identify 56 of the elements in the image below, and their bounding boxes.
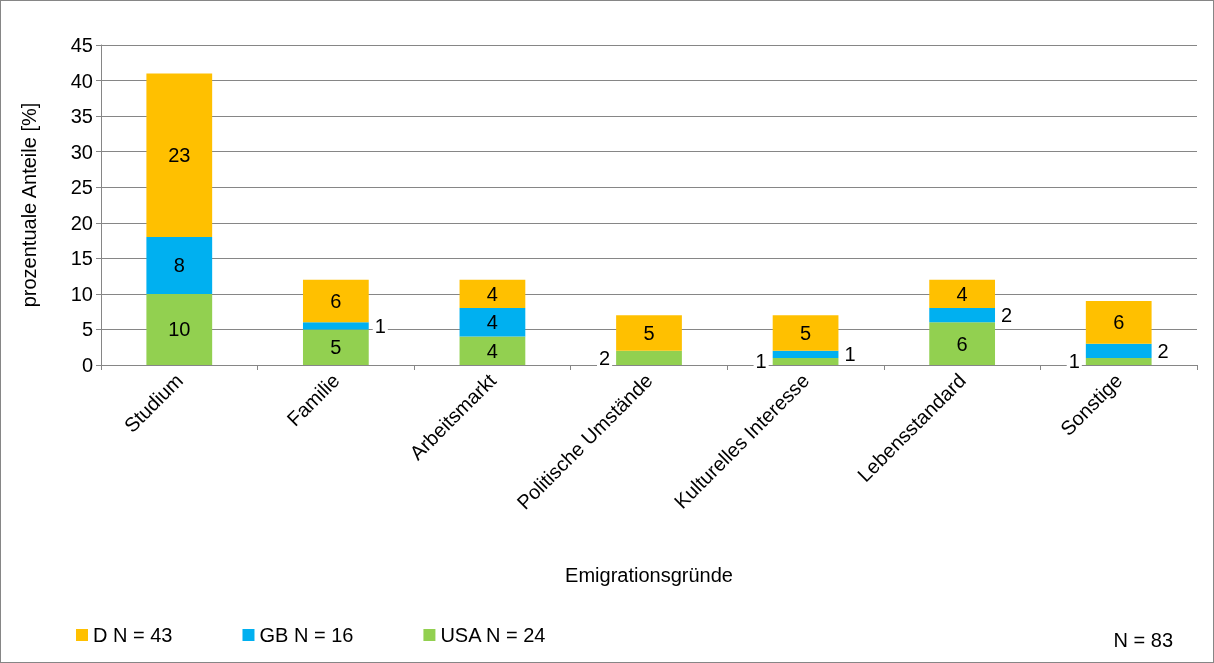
data-label: 2 (1001, 304, 1013, 327)
y-tick-label: 45 (70, 34, 93, 56)
bar (772, 357, 839, 365)
bar (146, 237, 213, 294)
bar (146, 293, 213, 365)
data-label: 5 (800, 322, 812, 344)
y-tick-label: 10 (70, 282, 93, 305)
y-tick-label: 25 (70, 176, 93, 199)
data-label: 1 (844, 343, 856, 366)
bar (1085, 343, 1152, 358)
y-axis-title: prozentuale Anteile [%] (18, 102, 40, 308)
y-tick-label: 35 (70, 105, 93, 128)
bar (1085, 301, 1152, 344)
text: N = 83 (1113, 629, 1173, 651)
data-label: 6 (1113, 311, 1125, 334)
data-label: 5 (643, 322, 655, 344)
bar (302, 329, 369, 365)
legend-label: USA N = 24 (440, 624, 546, 646)
legend-label: D N = 43 (93, 624, 173, 646)
bar (459, 279, 526, 309)
bar (1085, 357, 1152, 365)
bar (146, 73, 213, 237)
data-label: 5 (330, 336, 342, 359)
y-tick-label: 0 (81, 354, 93, 376)
data-label: 1 (374, 314, 386, 337)
data-label: 1 (755, 350, 767, 373)
bar (616, 350, 682, 365)
y-tick-label: 5 (81, 318, 93, 341)
legend-label: GB N = 16 (259, 624, 354, 646)
x-axis-title: Emigrationsgründe (565, 564, 733, 586)
bar (459, 336, 526, 365)
y-tick-label: 30 (70, 140, 93, 163)
data-label: 23 (168, 144, 191, 167)
data-label: 2 (1157, 339, 1169, 362)
data-label: 2 (598, 346, 611, 369)
data-label: 6 (330, 290, 342, 312)
bar (772, 350, 839, 358)
data-label: 10 (168, 318, 191, 341)
y-tick-label: 20 (70, 211, 93, 234)
y-tick-label: 40 (70, 69, 93, 92)
bar (616, 315, 682, 351)
data-label: 4 (486, 282, 498, 305)
data-label: 4 (486, 339, 498, 362)
bar (459, 308, 526, 337)
data-label: 4 (486, 311, 498, 334)
data-label: 4 (956, 282, 968, 305)
data-label: 6 (956, 332, 968, 355)
bar (302, 279, 369, 323)
bar (929, 322, 996, 365)
data-label: 1 (1068, 350, 1080, 373)
bar (772, 315, 839, 351)
bar (929, 279, 996, 309)
bar (302, 322, 369, 330)
data-label: 8 (173, 254, 185, 277)
bar (929, 308, 996, 323)
y-tick-label: 15 (70, 247, 93, 270)
